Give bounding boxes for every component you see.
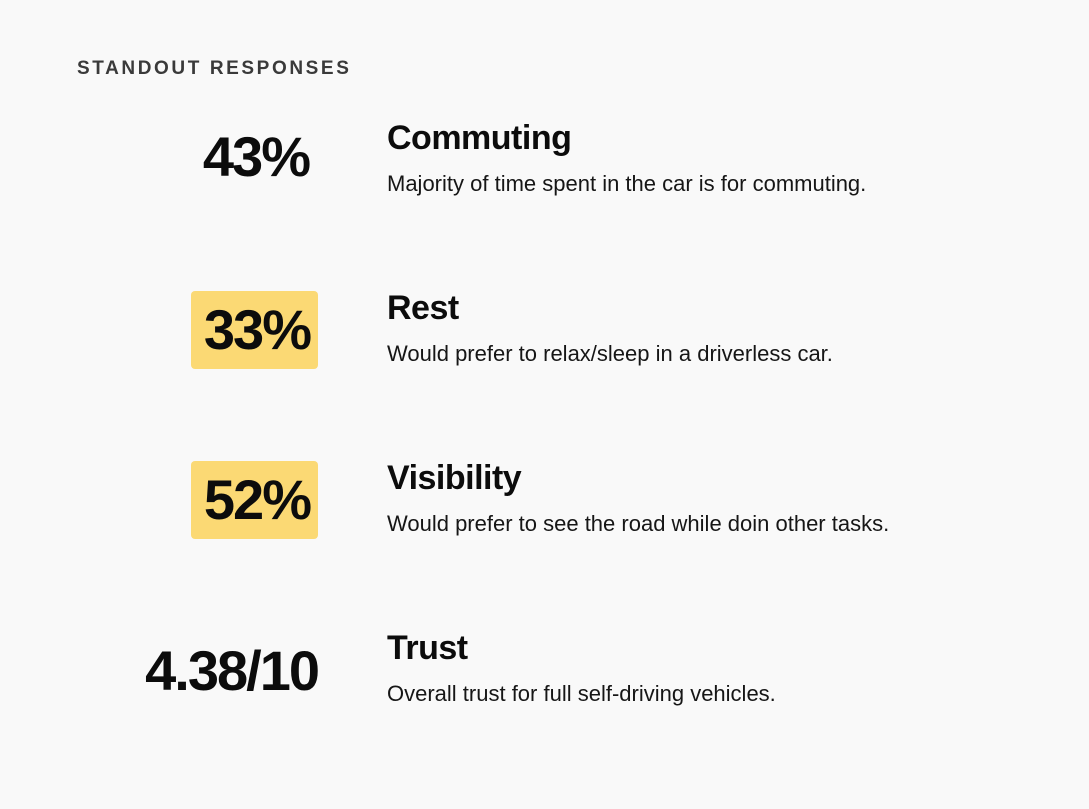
stat-value: 43% bbox=[202, 125, 311, 188]
response-description: Would prefer to see the road while doin … bbox=[387, 511, 890, 536]
section-title: STANDOUT RESPONSES bbox=[77, 58, 352, 79]
response-description: Overall trust for full self-driving vehi… bbox=[387, 681, 776, 706]
response-text: Trust Overall trust for full self-drivin… bbox=[387, 628, 776, 707]
stat-value-highlighted: 52% bbox=[190, 461, 318, 539]
stat-value: 4.38/10 bbox=[145, 639, 320, 702]
stat-value-highlighted: 33% bbox=[190, 291, 318, 369]
stat-container: 52% bbox=[190, 461, 318, 539]
response-item-visibility: 52% Visibility Would prefer to see the r… bbox=[0, 458, 1089, 571]
response-item-commuting: 43% Commuting Majority of time spent in … bbox=[0, 118, 1089, 228]
response-text: Visibility Would prefer to see the road … bbox=[387, 458, 889, 537]
stat-container: 33% bbox=[190, 291, 318, 369]
response-heading: Visibility bbox=[387, 459, 522, 497]
response-description: Majority of time spent in the car is for… bbox=[387, 171, 867, 196]
response-item-trust: 4.38/10 Trust Overall trust for full sel… bbox=[0, 629, 1089, 742]
response-item-rest: 33% Rest Would prefer to relax/sleep in … bbox=[0, 288, 1089, 401]
response-heading: Rest bbox=[387, 289, 459, 327]
stat-container: 4.38/10 bbox=[145, 632, 320, 710]
response-heading: Trust bbox=[387, 629, 468, 667]
response-text: Rest Would prefer to relax/sleep in a dr… bbox=[387, 288, 833, 367]
response-description: Would prefer to relax/sleep in a driverl… bbox=[387, 341, 833, 366]
stat-container: 43% bbox=[203, 118, 318, 196]
response-text: Commuting Majority of time spent in the … bbox=[387, 118, 866, 197]
response-heading: Commuting bbox=[387, 119, 572, 157]
